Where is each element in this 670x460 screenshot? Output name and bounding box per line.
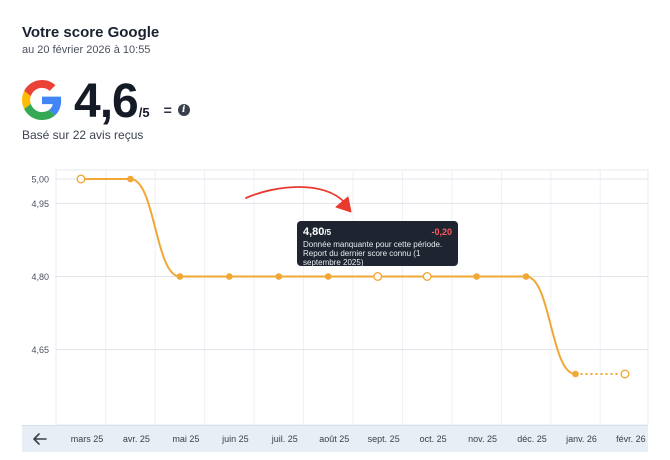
x-tick-label[interactable]: oct. 25 [419, 434, 447, 444]
reviews-count: Basé sur 22 avis reçus [22, 128, 144, 142]
x-tick-label[interactable]: nov. 25 [468, 434, 498, 444]
x-tick-label[interactable]: déc. 25 [517, 434, 547, 444]
data-point [275, 273, 283, 280]
x-tick-label[interactable]: mai 25 [172, 434, 200, 444]
x-tick-label[interactable]: août 25 [319, 434, 350, 444]
x-tick-label[interactable]: juil. 25 [271, 434, 298, 444]
score-timestamp: au 20 février 2026 à 10:55 [22, 44, 151, 56]
annotation-arrow-head [335, 196, 352, 213]
y-tick-label: 4,80 [31, 272, 49, 282]
score-value: 4,6 [74, 75, 139, 128]
data-point-hollow [373, 272, 383, 282]
x-tick-label[interactable]: avr. 25 [122, 434, 150, 444]
data-point [226, 273, 233, 280]
timeline-axis: mars 25 avr. 25 mai 25 juin 25 juil. 25 août … [22, 425, 648, 452]
x-tick-label[interactable]: sept. 25 [367, 434, 400, 444]
arrow-left-icon[interactable] [32, 430, 48, 448]
data-point-hollow [620, 369, 630, 379]
y-tick-label: 4,95 [31, 199, 49, 209]
annotation-arrow [245, 186, 346, 204]
data-point [127, 175, 134, 183]
data-point-hollow [422, 272, 432, 282]
x-tick-label[interactable]: mars 25 [70, 434, 104, 444]
x-tick-label[interactable]: févr. 26 [616, 434, 646, 444]
score-max: /5 [138, 105, 150, 120]
x-tick-label[interactable]: janv. 26 [566, 434, 597, 444]
info-icon[interactable]: i [177, 104, 190, 116]
score-chart: 5,00 4,95 4,80 4,65 [31, 169, 649, 425]
x-tick-label[interactable]: juin 25 [222, 434, 249, 444]
chart-tooltip: 4,80/5 -0,20 Donnée manquante pour cette… [297, 221, 458, 267]
data-point-hollow [76, 174, 86, 184]
data-point [176, 273, 184, 280]
google-g-icon [22, 80, 62, 120]
data-point [572, 370, 579, 378]
tooltip-delta: -0,20 [431, 227, 452, 237]
plot-frame [55, 169, 649, 425]
y-tick-label: 4,65 [31, 345, 49, 355]
data-point [324, 273, 332, 280]
tooltip-score: 4,80/5 [303, 226, 332, 238]
data-point [473, 273, 480, 280]
tooltip-note: Donnée manquante pour cette période. Rep… [303, 240, 443, 267]
trend-indicator: = [163, 102, 172, 118]
score-summary: 4,6 /5 = i [22, 74, 190, 128]
page-title: Votre score Google [22, 24, 160, 41]
data-point [522, 273, 530, 280]
y-tick-label: 5,00 [31, 175, 49, 185]
